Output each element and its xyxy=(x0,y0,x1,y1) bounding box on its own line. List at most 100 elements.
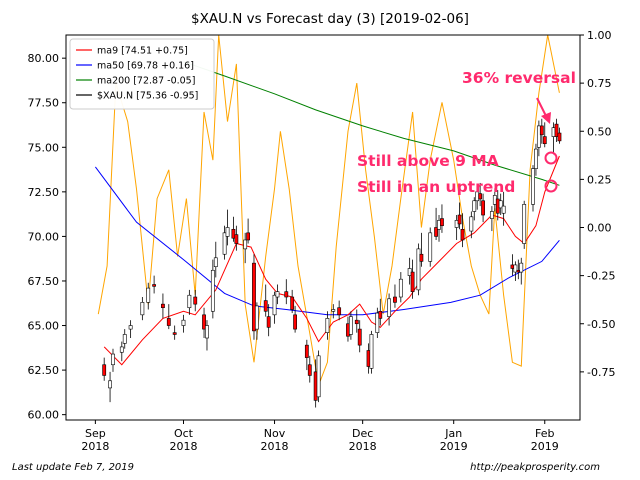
candle xyxy=(440,204,444,233)
x-tick-label: Feb 2019 xyxy=(531,427,559,453)
series-line-ma50 xyxy=(94,166,560,316)
candle-body xyxy=(536,125,541,148)
candle-body xyxy=(428,232,433,262)
candle xyxy=(501,191,506,226)
candle-body xyxy=(108,380,112,389)
legend-label: ma9 [74.51 +0.75] xyxy=(97,46,188,57)
annotation-above-ma: Still above 9 MA xyxy=(357,152,499,170)
candle-body xyxy=(331,309,336,312)
candle xyxy=(416,243,421,296)
annotation-uptrend: Still in an uptrend xyxy=(357,178,515,196)
candle-body xyxy=(542,136,547,145)
legend-label: ma50 [69.78 +0.16] xyxy=(97,61,194,72)
x-tick-label: Oct 2018 xyxy=(169,427,197,453)
x-tick-label: Dec 2018 xyxy=(349,427,377,453)
candle xyxy=(161,293,165,319)
candle xyxy=(410,259,415,299)
candle-body xyxy=(416,248,421,291)
candle xyxy=(293,305,297,333)
candle xyxy=(210,259,215,319)
candle xyxy=(469,211,474,239)
candle-body xyxy=(202,314,206,330)
candle xyxy=(205,320,209,351)
candle-body xyxy=(293,314,297,330)
axis-layer: 60.00 62.50 65.00 67.50 70.00 72.50 75.00 77.50… xyxy=(28,29,616,453)
candle-body xyxy=(387,298,391,317)
candle xyxy=(331,304,336,319)
candle-body xyxy=(161,303,165,309)
candle xyxy=(284,279,289,305)
candle-body xyxy=(111,353,115,366)
annotation-circle-ma xyxy=(544,151,558,165)
candle xyxy=(304,339,309,371)
series-line-forecast xyxy=(97,34,560,388)
candle xyxy=(213,241,218,278)
candle-body xyxy=(122,334,127,344)
candle xyxy=(481,193,485,223)
candle-body xyxy=(460,228,465,241)
candle xyxy=(316,350,321,403)
candle-body xyxy=(243,239,248,250)
legend-label: ma200 [72.87 -0.05] xyxy=(97,76,195,87)
candle-body xyxy=(275,291,280,298)
candle-body xyxy=(472,200,477,212)
candle xyxy=(234,225,239,251)
candle xyxy=(531,165,535,212)
candle xyxy=(387,293,391,326)
y-left-tick-label: 65.00 xyxy=(28,320,60,333)
y-left-tick-label: 72.50 xyxy=(28,186,60,199)
series-line-ma9 xyxy=(103,155,560,366)
y-right-tick-label: 0.00 xyxy=(587,222,612,235)
candle-body xyxy=(337,307,342,316)
candle xyxy=(272,291,277,324)
candle xyxy=(122,329,127,349)
candle xyxy=(202,307,206,339)
candle-body xyxy=(410,271,415,292)
candle-body xyxy=(393,296,397,303)
annotation-reversal: 36% reversal xyxy=(462,69,576,87)
candle xyxy=(554,118,559,142)
candle xyxy=(539,118,544,144)
candle xyxy=(378,298,383,326)
chart-title: $XAU.N vs Forecast day (3) [2019-02-06] xyxy=(191,11,469,27)
candle xyxy=(557,127,562,144)
footer-last-update: Last update Feb 7, 2019 xyxy=(12,462,134,473)
candle xyxy=(498,193,503,216)
candle xyxy=(263,284,268,317)
candle xyxy=(375,307,380,339)
candle-layer xyxy=(102,118,562,408)
candle-body xyxy=(181,319,186,326)
candle xyxy=(108,371,112,403)
candle-body xyxy=(554,123,559,137)
candle-body xyxy=(266,316,271,328)
candle-body xyxy=(354,319,359,325)
x-tick-label: Jan 2019 xyxy=(440,427,468,453)
candle xyxy=(193,289,198,312)
candle-body xyxy=(234,234,239,244)
candle-body xyxy=(272,294,277,316)
candle xyxy=(419,232,424,267)
y-left-tick-label: 75.00 xyxy=(28,141,60,154)
candle-body xyxy=(357,328,362,346)
candle-body xyxy=(349,316,353,335)
y-right-tick-label: 0.75 xyxy=(587,77,612,90)
annotation-circle-trend xyxy=(544,179,558,193)
candle xyxy=(255,302,259,340)
candle xyxy=(460,213,465,248)
candle-body xyxy=(210,269,215,312)
y-right-tick-label: 0.25 xyxy=(587,173,612,186)
y-right-tick-label: -0.25 xyxy=(587,270,615,283)
candle xyxy=(349,311,353,340)
candle xyxy=(489,206,494,232)
candle xyxy=(187,289,192,315)
legend-label: $XAU.N [75.36 -0.95] xyxy=(97,91,198,102)
candle xyxy=(243,232,248,264)
candle xyxy=(140,297,145,321)
footer-source: http://peakprosperity.com xyxy=(470,462,600,473)
candle xyxy=(398,272,403,303)
candle xyxy=(369,330,374,374)
candle-body xyxy=(166,318,171,326)
candle xyxy=(393,284,397,308)
candle-body xyxy=(539,125,544,136)
